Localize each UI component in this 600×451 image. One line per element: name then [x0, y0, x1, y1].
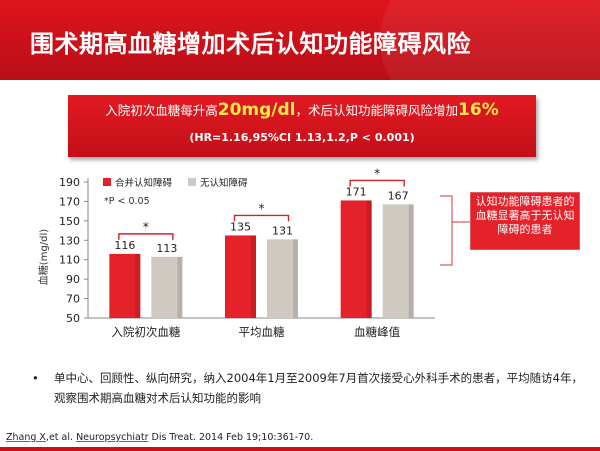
significance-layer: * * * [118, 166, 470, 266]
bars-layer: 116 113 入院初次血糖 135 131 平均血糖 171 167 血糖峰值 [109, 185, 414, 339]
data-label: 113 [156, 242, 177, 255]
citation-journal: Neuropsychiatr [76, 432, 149, 443]
data-label: 167 [388, 189, 409, 202]
study-description-text: 单中心、回顾性、纵向研究，纳入2004年1月至2009年7月首次接受心外科手术的… [54, 371, 583, 405]
y-tick-label: 170 [59, 195, 80, 208]
citation: Zhang X,et al. Neuropsychiatr Dis Treat.… [6, 432, 313, 443]
y-axis-label: 血糖(mg/dl) [37, 229, 50, 285]
bar-shade [135, 253, 141, 318]
bar-shade [293, 239, 298, 318]
glucose-bar-chart: 50 70 90 110 130 150 170 190 116 113 入院初次血糖 135 131… [37, 166, 470, 339]
callout-box: 认知功能障碍患者的血糖显著高于无认知障碍的患者 [470, 192, 580, 250]
data-label: 135 [230, 220, 251, 233]
data-label: 171 [346, 185, 367, 198]
y-tick-label: 70 [66, 293, 80, 306]
bar-cognitive-impairment [109, 253, 141, 318]
p-value-note: *P < 0.05 [104, 196, 150, 207]
legend-swatch [188, 178, 196, 186]
data-label: 131 [272, 224, 293, 237]
legend-label: 合并认知障碍 [115, 177, 173, 189]
bar-cognitive-impairment [225, 235, 256, 318]
key-finding-banner: 入院初次血糖每升高20mg/dl，术后认知功能障碍风险增加16% (HR=1.1… [68, 95, 536, 157]
citation-etal: ,et al. [45, 432, 77, 443]
bar-shade [366, 200, 372, 318]
y-tick-label: 190 [59, 176, 80, 189]
banner-middle: ，术后认知功能障碍风险增加 [295, 103, 459, 118]
banner-headline: 入院初次血糖每升高20mg/dl，术后认知功能障碍风险增加16% [68, 100, 536, 120]
x-category-label: 入院初次血糖 [111, 325, 180, 339]
y-axis-layer: 50 70 90 110 130 150 170 190 [59, 176, 435, 325]
significance-star: * [259, 201, 265, 215]
bar-no-impairment [267, 239, 298, 318]
callout-connector [440, 195, 453, 266]
slide-title: 围术期高血糖增加术后认知功能障碍风险 [30, 30, 471, 58]
y-tick-label: 110 [59, 254, 80, 267]
footer-rule [0, 447, 600, 451]
significance-bracket [349, 179, 405, 187]
banner-highlight-glucose: 20mg/dl [217, 100, 296, 120]
significance-star: * [143, 220, 149, 234]
legend-label: 无认知障碍 [200, 177, 248, 189]
citation-details: Dis Treat. 2014 Feb 19;10:361-70. [148, 432, 314, 443]
banner-prefix: 入院初次血糖每升高 [105, 103, 218, 118]
bar-cognitive-impairment [340, 200, 372, 318]
x-category-label: 血糖峰值 [354, 325, 400, 339]
significance-star: * [374, 166, 380, 180]
significance-bracket [118, 233, 174, 240]
y-tick-label: 90 [66, 273, 80, 286]
bar-shade [251, 235, 256, 318]
bar-no-impairment [151, 256, 183, 318]
y-tick-label: 130 [59, 234, 80, 247]
y-tick-label: 150 [59, 215, 80, 228]
bar-shade [177, 256, 183, 318]
bullet-icon: • [32, 371, 39, 385]
banner-highlight-risk: 16% [458, 100, 499, 120]
y-tick-label: 50 [66, 312, 80, 325]
title-bar: 围术期高血糖增加术后认知功能障碍风险 [0, 0, 600, 80]
bar-shade [408, 204, 414, 318]
significance-bracket [233, 214, 290, 222]
legend-layer: 合并认知障碍 无认知障碍 [103, 177, 248, 189]
x-category-label: 平均血糖 [239, 325, 285, 339]
banner-stats: (HR=1.16,95%CI 1.13,1.2,P < 0.001) [189, 131, 415, 144]
data-label: 116 [114, 239, 135, 252]
legend-swatch [103, 178, 111, 186]
bar-no-impairment [382, 204, 414, 318]
citation-author: Zhang X [6, 432, 46, 443]
